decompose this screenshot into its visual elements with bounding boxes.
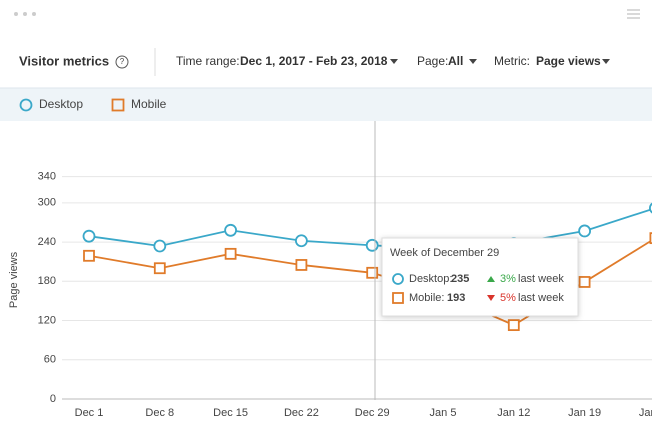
point <box>153 239 167 253</box>
x-tick-label: Dec 22 <box>284 407 319 419</box>
y-axis-label: Page views <box>8 251 20 308</box>
tooltip-suffix: last week <box>518 273 564 285</box>
tooltip-suffix: last week <box>518 292 564 304</box>
point <box>507 319 520 332</box>
tooltip-desktop-label: Desktop: <box>409 273 452 285</box>
menu-icon[interactable] <box>627 9 640 19</box>
y-tick-label: 0 <box>50 393 56 405</box>
point <box>365 238 379 252</box>
help-icon[interactable]: ? <box>115 55 129 69</box>
tooltip-mobile-value: 193 <box>447 292 465 304</box>
y-tick-label: 240 <box>38 236 56 248</box>
legend-marker <box>19 98 33 112</box>
up-arrow <box>487 276 495 282</box>
point <box>153 262 166 275</box>
y-tick-label: 120 <box>38 314 56 326</box>
point <box>224 247 237 260</box>
tooltip-mobile-label: Mobile: <box>409 292 444 304</box>
x-tick-label: Dec 15 <box>213 407 248 419</box>
tooltip-mobile-icon <box>392 292 404 304</box>
point <box>649 202 652 214</box>
page-label: Page: <box>417 54 448 68</box>
dropdown-arrow[interactable] <box>602 59 610 64</box>
y-tick-label: 180 <box>38 275 56 287</box>
point <box>295 259 308 271</box>
svg-text:?: ? <box>120 57 125 66</box>
x-tick-label: Jan 12 <box>497 407 530 419</box>
dropdown-arrow[interactable] <box>390 59 398 64</box>
tooltip-box <box>381 237 579 317</box>
x-tick-label: Jan 19 <box>568 407 601 419</box>
point <box>649 232 652 245</box>
point <box>294 234 308 248</box>
time-range-label: Time range: <box>176 54 240 68</box>
legend-label: Mobile <box>131 97 167 111</box>
x-tick-label: Dec 29 <box>355 407 390 419</box>
legend-marker <box>111 98 125 112</box>
y-tick-label: 340 <box>38 171 56 183</box>
point <box>366 266 379 279</box>
window-dots <box>14 12 36 16</box>
tooltip-desktop-icon <box>392 273 404 285</box>
point <box>83 249 95 262</box>
metric-label: Metric: <box>494 54 530 68</box>
tooltip-desktop-value: 235 <box>451 273 469 285</box>
y-tick-label: 60 <box>44 354 56 366</box>
metric-value[interactable]: Page views <box>536 54 601 68</box>
tooltip-title: Week of December 29 <box>390 247 499 259</box>
x-tick-label: Dec 1 <box>75 407 104 419</box>
dropdown-arrow[interactable] <box>469 59 477 64</box>
x-tick-label: Dec 8 <box>145 407 174 419</box>
tooltip: Week of December 29 Desktop: 235 3% last… <box>381 237 579 317</box>
down-arrow <box>487 295 495 301</box>
page-value[interactable]: All <box>448 54 463 68</box>
point <box>82 229 96 243</box>
time-range[interactable]: Dec 1, 2017 - Feb 23, 2018 <box>240 54 388 68</box>
point <box>578 276 591 288</box>
tooltip-desktop-change: 3% <box>500 273 516 285</box>
header-title: Visitor metrics <box>19 53 109 68</box>
y-tick-label: 300 <box>38 197 56 209</box>
legend-band <box>0 88 652 121</box>
x-tick-label: Jan 5 <box>430 407 457 419</box>
tooltip-mobile-change: 5% <box>500 292 516 304</box>
x-tick-label: Jan 26 <box>639 407 652 419</box>
point <box>224 223 238 237</box>
point <box>578 224 591 238</box>
legend-label: Desktop <box>39 97 83 111</box>
